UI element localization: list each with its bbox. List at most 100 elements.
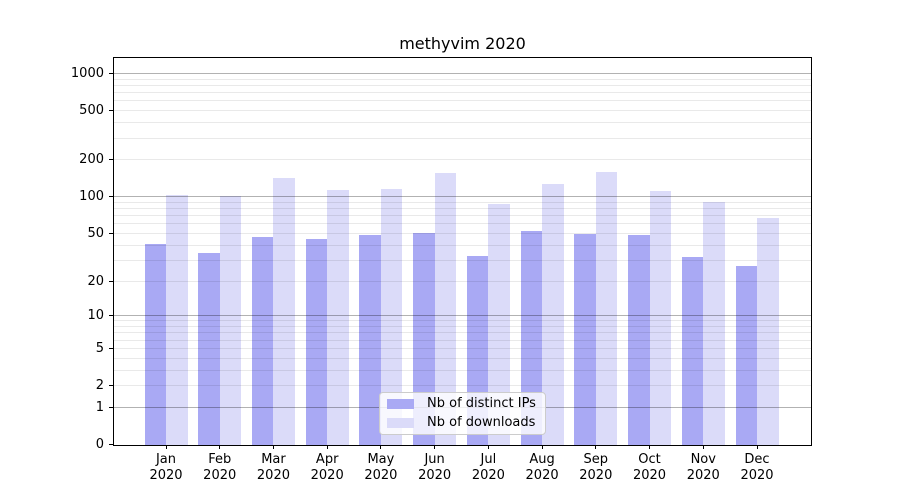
x-tick-year: 2020 <box>203 468 237 483</box>
gridline-major <box>114 196 811 198</box>
x-tick-label: Jun 2020 <box>418 452 452 483</box>
bar-downloads <box>757 217 779 445</box>
x-tick-label: Jul 2020 <box>471 452 505 483</box>
x-tick <box>434 445 436 449</box>
legend-item-distinct-ips: Nb of distinct IPs <box>387 396 539 412</box>
y-tick <box>109 110 113 112</box>
y-tick <box>109 406 113 408</box>
gridline-minor <box>114 122 811 124</box>
x-tick-label: Mar 2020 <box>256 452 290 483</box>
x-tick-label: Dec 2020 <box>740 452 774 483</box>
x-tick <box>541 445 543 449</box>
x-tick-year: 2020 <box>364 468 398 483</box>
chart-title: methyvim 2020 <box>399 34 526 53</box>
y-tick-label: 20 <box>87 273 104 289</box>
y-tick-label: 0 <box>95 437 104 452</box>
x-tick-label: Feb 2020 <box>203 452 237 483</box>
y-tick-label: 2 <box>95 378 104 393</box>
bar-downloads <box>488 203 510 445</box>
y-tick <box>109 385 113 387</box>
y-tick <box>109 280 113 282</box>
bar-distinct-ips <box>735 266 757 445</box>
x-tick-year: 2020 <box>740 468 774 483</box>
gridline-minor <box>114 137 811 139</box>
x-tick-year: 2020 <box>686 468 720 483</box>
x-tick <box>702 445 704 449</box>
x-tick-label: Apr 2020 <box>310 452 344 483</box>
y-tick-label: 100 <box>79 189 104 205</box>
x-tick <box>595 445 597 449</box>
bar-distinct-ips <box>144 244 166 445</box>
bar-downloads <box>703 201 725 445</box>
gridline-minor <box>114 92 811 94</box>
bar-distinct-ips <box>520 230 543 445</box>
bar-distinct-ips <box>198 252 220 445</box>
bar-downloads <box>542 183 564 445</box>
legend-swatch-downloads-icon <box>387 418 414 428</box>
x-tick <box>326 445 328 449</box>
y-tick <box>109 315 113 317</box>
gridline-minor <box>114 110 811 112</box>
legend-item-downloads: Nb of downloads <box>387 415 539 431</box>
x-tick <box>649 445 651 449</box>
x-tick-label: May 2020 <box>364 452 398 483</box>
gridline-minor <box>114 78 811 80</box>
x-tick-year: 2020 <box>525 468 559 483</box>
x-tick-label: Oct 2020 <box>632 452 667 483</box>
x-tick-year: 2020 <box>579 468 613 483</box>
bar-downloads <box>434 173 457 445</box>
bar-downloads <box>166 195 188 445</box>
x-tick-label: Aug 2020 <box>525 452 559 483</box>
bar-distinct-ips <box>251 237 274 445</box>
gridline-minor <box>114 159 811 161</box>
plot-area: Nb of distinct IPs Nb of downloads 0 1 2 5 1… <box>71 57 812 483</box>
bar-downloads <box>380 189 403 445</box>
y-tick <box>109 73 113 74</box>
bar-downloads <box>327 189 349 445</box>
gridline-minor <box>114 100 811 102</box>
y-tick <box>109 444 113 445</box>
x-tick-label: Jan 2020 <box>149 452 183 483</box>
x-tick <box>756 445 758 449</box>
x-tick <box>487 445 489 449</box>
y-tick-label: 10 <box>87 308 104 324</box>
x-tick-year: 2020 <box>149 468 183 483</box>
bar-distinct-ips <box>681 257 704 445</box>
x-tick <box>165 445 167 449</box>
y-tick <box>109 347 113 349</box>
x-tick-year: 2020 <box>256 468 290 483</box>
bar-downloads <box>649 190 672 445</box>
y-tick-label: 200 <box>79 152 104 168</box>
bar-distinct-ips <box>628 234 650 445</box>
x-tick <box>272 445 274 449</box>
bar-distinct-ips <box>413 232 435 445</box>
x-tick-year: 2020 <box>310 468 344 483</box>
bar-distinct-ips <box>359 234 381 445</box>
bar-downloads <box>219 195 242 445</box>
bar-distinct-ips <box>574 233 596 445</box>
y-tick-label: 5 <box>95 340 104 356</box>
legend-label-distinct-ips: Nb of distinct IPs <box>427 396 536 411</box>
y-tick <box>109 196 113 198</box>
legend-label-downloads: Nb of downloads <box>427 415 536 430</box>
bar-distinct-ips <box>305 239 328 445</box>
gridline-minor <box>114 84 811 86</box>
x-tick-year: 2020 <box>632 468 667 483</box>
y-tick <box>109 232 113 234</box>
x-tick-label: Sep 2020 <box>579 452 613 483</box>
bar-downloads <box>273 177 295 445</box>
bar-downloads <box>595 172 618 445</box>
x-tick-year: 2020 <box>418 468 452 483</box>
legend-swatch-distinct-ips-icon <box>387 399 414 409</box>
y-tick-label: 50 <box>87 225 104 241</box>
x-tick <box>380 445 382 449</box>
gridline-major <box>114 73 811 74</box>
x-tick-label: Nov 2020 <box>686 452 720 483</box>
y-tick-label: 1000 <box>70 65 104 81</box>
legend: Nb of distinct IPs Nb of downloads <box>379 392 546 435</box>
y-tick-label: 1 <box>95 399 104 415</box>
x-tick-year: 2020 <box>471 468 505 483</box>
y-tick-label: 500 <box>79 103 104 119</box>
y-tick <box>109 159 113 161</box>
